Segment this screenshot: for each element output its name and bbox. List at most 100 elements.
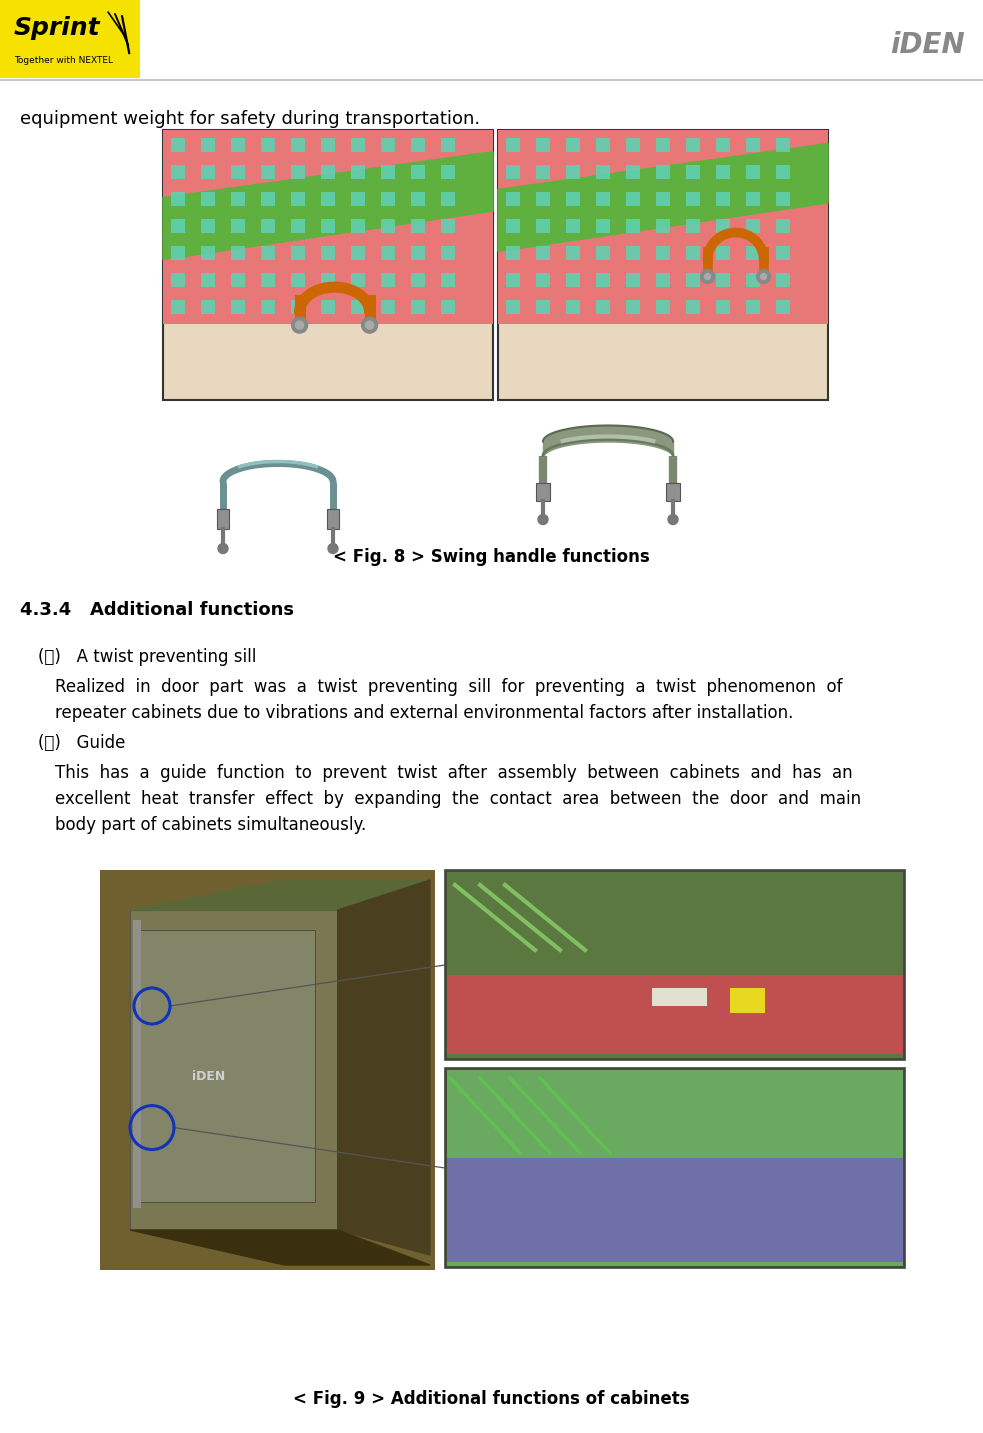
Bar xyxy=(231,165,245,179)
Bar xyxy=(261,138,275,152)
Bar xyxy=(596,299,610,314)
Bar xyxy=(441,219,455,234)
Bar xyxy=(171,246,185,259)
Bar xyxy=(231,138,245,152)
Bar xyxy=(291,299,305,314)
Bar xyxy=(231,219,245,234)
Bar xyxy=(566,274,580,287)
Bar xyxy=(411,274,425,287)
Bar xyxy=(231,299,245,314)
Bar xyxy=(566,138,580,152)
Bar xyxy=(381,274,395,287)
Bar xyxy=(596,219,610,234)
Bar xyxy=(351,246,365,259)
Circle shape xyxy=(757,269,771,284)
Bar xyxy=(596,138,610,152)
Bar xyxy=(746,299,760,314)
Bar xyxy=(447,974,903,1055)
Bar xyxy=(716,246,730,259)
Text: equipment weight for safety during transportation.: equipment weight for safety during trans… xyxy=(20,110,480,128)
Bar xyxy=(776,192,790,206)
Bar xyxy=(171,165,185,179)
Bar xyxy=(776,274,790,287)
Bar xyxy=(686,274,700,287)
Bar xyxy=(447,1158,903,1262)
Bar xyxy=(138,930,315,1202)
Bar xyxy=(506,219,520,234)
Bar xyxy=(163,130,493,400)
Bar xyxy=(381,246,395,259)
Text: Together with NEXTEL: Together with NEXTEL xyxy=(14,56,113,64)
Bar xyxy=(686,219,700,234)
Circle shape xyxy=(705,274,711,279)
Bar xyxy=(351,192,365,206)
Bar xyxy=(626,138,640,152)
Bar xyxy=(441,138,455,152)
Bar xyxy=(291,219,305,234)
Bar xyxy=(231,274,245,287)
Bar xyxy=(381,165,395,179)
Bar xyxy=(261,219,275,234)
Bar xyxy=(381,138,395,152)
Bar xyxy=(656,165,670,179)
Bar xyxy=(291,165,305,179)
Bar xyxy=(746,246,760,259)
Bar xyxy=(566,299,580,314)
Text: repeater cabinets due to vibrations and external environmental factors after ins: repeater cabinets due to vibrations and … xyxy=(55,704,793,722)
Bar xyxy=(596,246,610,259)
Text: excellent  heat  transfer  effect  by  expanding  the  contact  area  between  t: excellent heat transfer effect by expand… xyxy=(55,790,861,808)
Bar xyxy=(776,219,790,234)
Bar xyxy=(445,870,905,1060)
Circle shape xyxy=(362,317,377,332)
Bar xyxy=(351,138,365,152)
Bar xyxy=(776,299,790,314)
Bar xyxy=(536,246,550,259)
Bar xyxy=(291,246,305,259)
Bar xyxy=(536,138,550,152)
Bar xyxy=(656,246,670,259)
Circle shape xyxy=(218,543,228,553)
Bar xyxy=(566,165,580,179)
Bar xyxy=(201,246,215,259)
Bar xyxy=(171,192,185,206)
Text: iDEN: iDEN xyxy=(193,1070,225,1083)
Bar xyxy=(261,274,275,287)
Circle shape xyxy=(328,543,338,553)
Bar xyxy=(776,165,790,179)
Bar xyxy=(445,1068,905,1268)
Bar xyxy=(506,192,520,206)
Bar xyxy=(498,130,828,324)
Bar xyxy=(261,246,275,259)
Bar xyxy=(441,274,455,287)
Bar xyxy=(666,483,680,500)
Bar xyxy=(171,274,185,287)
Bar xyxy=(411,165,425,179)
Bar xyxy=(506,274,520,287)
Bar xyxy=(261,192,275,206)
Text: < Fig. 8 > Swing handle functions: < Fig. 8 > Swing handle functions xyxy=(333,547,650,566)
Bar xyxy=(536,483,550,500)
Circle shape xyxy=(296,321,304,330)
Bar xyxy=(716,219,730,234)
Bar xyxy=(686,192,700,206)
Bar xyxy=(776,138,790,152)
Bar xyxy=(746,165,760,179)
Text: (１)   A twist preventing sill: (１) A twist preventing sill xyxy=(38,648,257,666)
Bar xyxy=(171,138,185,152)
Bar xyxy=(536,299,550,314)
Bar xyxy=(321,219,335,234)
Bar xyxy=(130,910,338,1230)
Bar xyxy=(327,509,339,529)
Bar xyxy=(381,299,395,314)
Bar xyxy=(411,299,425,314)
Bar xyxy=(626,299,640,314)
Text: body part of cabinets simultaneously.: body part of cabinets simultaneously. xyxy=(55,815,367,834)
Circle shape xyxy=(761,274,767,279)
Bar xyxy=(261,299,275,314)
Bar xyxy=(626,246,640,259)
Polygon shape xyxy=(130,880,430,910)
Bar xyxy=(201,165,215,179)
Bar xyxy=(746,219,760,234)
Bar xyxy=(321,138,335,152)
Bar xyxy=(716,274,730,287)
